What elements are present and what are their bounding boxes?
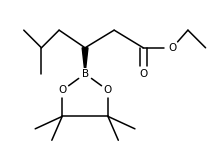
Text: O: O bbox=[168, 43, 176, 53]
Text: B: B bbox=[81, 69, 89, 79]
Text: O: O bbox=[58, 85, 66, 95]
Text: O: O bbox=[104, 85, 112, 95]
Text: O: O bbox=[139, 69, 147, 79]
Polygon shape bbox=[82, 48, 88, 74]
